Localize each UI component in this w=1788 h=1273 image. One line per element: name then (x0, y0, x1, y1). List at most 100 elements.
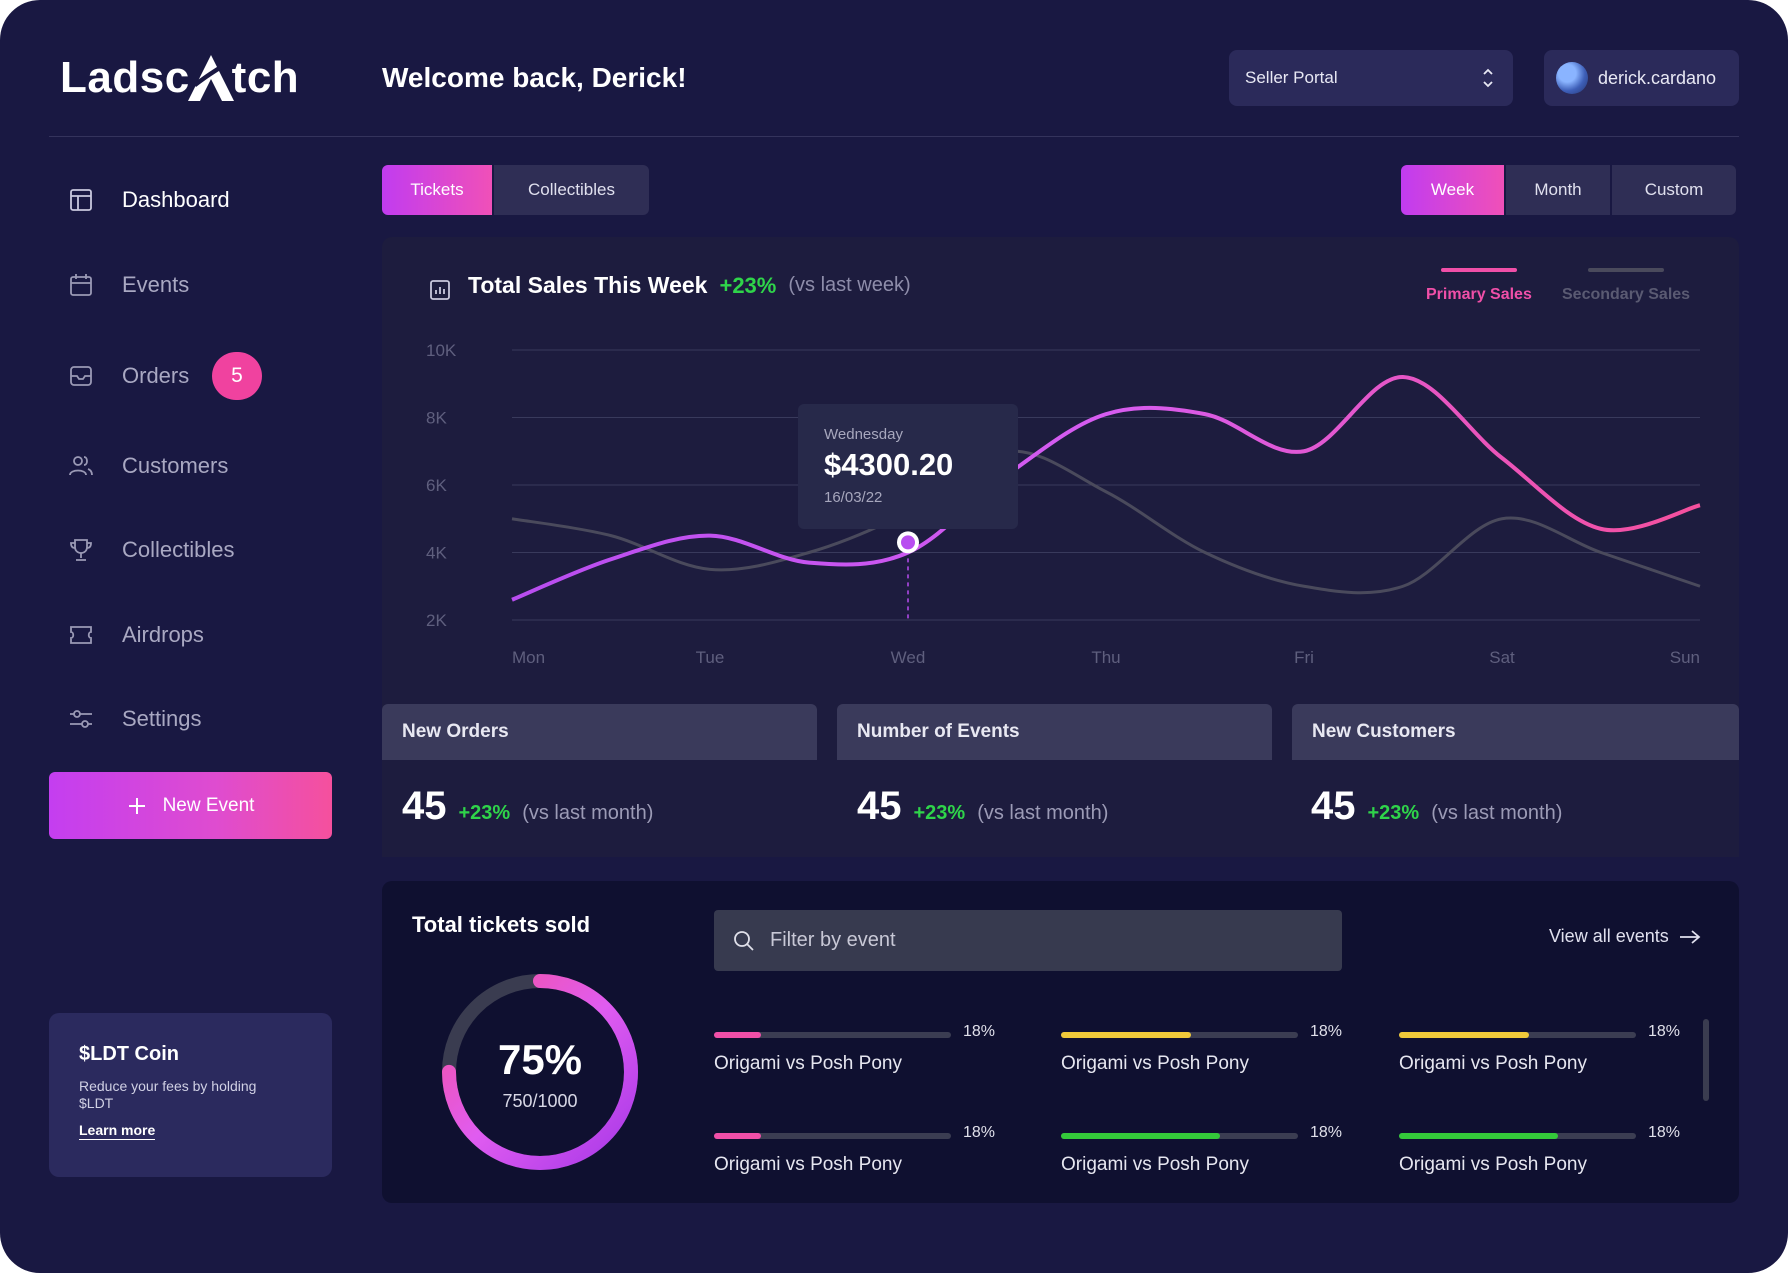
stat-number: 45 (402, 784, 447, 828)
sales-line-chart[interactable]: 10K 8K 6K 4K 2K Mon Tue Wed Thu Fri Sat Sun (382, 320, 1739, 670)
sidebar-item-dashboard[interactable]: Dashboard (68, 180, 230, 220)
learn-more-link[interactable]: Learn more (79, 1122, 156, 1140)
series-line-secondary-sales[interactable] (511, 449, 1701, 595)
event-progress-percent: 18% (1648, 1124, 1681, 1141)
sidebar-item-orders[interactable]: Orders (68, 356, 189, 396)
brand-logo[interactable]: Ladsc tch (60, 50, 299, 106)
chart-title: Total Sales This Week (468, 272, 708, 298)
chart-tooltip: Wednesday $4300.20 16/03/22 (798, 404, 1018, 529)
sidebar-item-label: Events (122, 272, 190, 297)
legend-swatch-secondary (1588, 268, 1665, 272)
event-progress-item[interactable]: 18% Origami vs Posh Pony (1399, 1124, 1689, 1184)
highlight-point[interactable] (901, 535, 915, 550)
logo-a-icon (187, 55, 234, 101)
layout-icon (70, 189, 92, 211)
range-month[interactable]: Month (1506, 165, 1610, 215)
event-progress-track (714, 1133, 951, 1139)
event-progress-item[interactable]: 18% Origami vs Posh Pony (714, 1124, 1004, 1184)
coin-title: $LDT Coin (79, 1043, 179, 1065)
y-tick-label: 10K (426, 341, 457, 360)
coin-description: Reduce your fees by holding $LDT (79, 1078, 257, 1111)
event-progress-track (1399, 1032, 1636, 1038)
event-progress-fill (1399, 1032, 1530, 1038)
avatar (1556, 62, 1588, 94)
sidebar-item-label: Dashboard (122, 187, 230, 212)
sidebar-item-customers[interactable]: Customers (68, 446, 228, 486)
range-week[interactable]: Week (1401, 165, 1504, 215)
legend-primary[interactable]: Primary Sales (1426, 268, 1532, 304)
filter-by-event[interactable] (714, 910, 1342, 971)
new-event-label: New Event (162, 794, 255, 816)
stat-value-new-orders: 45 +23% (vs last month) (402, 784, 653, 829)
search-icon (734, 930, 754, 951)
event-progress-fill (714, 1133, 762, 1139)
donut-progress (442, 974, 638, 1170)
filter-input[interactable] (770, 929, 1310, 952)
event-progress-item[interactable]: 18% Origami vs Posh Pony (1399, 1023, 1689, 1083)
y-tick-label: 8K (426, 409, 447, 428)
y-tick-label: 2K (426, 611, 447, 630)
tab-collectibles[interactable]: Collectibles (494, 165, 649, 215)
stat-change: +23% (1367, 802, 1420, 824)
event-progress-fill (1061, 1133, 1220, 1139)
x-tick-label: Fri (1294, 648, 1314, 667)
stat-vs: (vs last month) (522, 802, 654, 824)
y-tick-label: 4K (426, 544, 447, 563)
sidebar-item-airdrops[interactable]: Airdrops (68, 615, 204, 655)
portal-select-value: Seller Portal (1245, 68, 1338, 87)
event-progress-item[interactable]: 18% Origami vs Posh Pony (714, 1023, 1004, 1083)
sidebar-item-label: Collectibles (122, 537, 235, 562)
x-tick-label: Sat (1489, 648, 1515, 667)
event-progress-track (1399, 1133, 1636, 1139)
portal-select[interactable]: Seller Portal (1229, 50, 1513, 106)
user-menu[interactable]: derick.cardano (1544, 50, 1739, 106)
header-divider (49, 136, 1739, 137)
sidebar-item-settings[interactable]: Settings (68, 699, 202, 739)
tickets-sold-title: Total tickets sold (412, 912, 591, 937)
event-progress-percent: 18% (1310, 1023, 1343, 1040)
events-scrollbar[interactable] (1703, 1019, 1709, 1101)
orders-count-badge: 5 (212, 352, 262, 400)
calendar-icon (70, 274, 92, 296)
sidebar-item-label: Orders (122, 363, 190, 388)
x-tick-label: Sun (1670, 648, 1700, 667)
sidebar-item-events[interactable]: Events (68, 265, 189, 305)
range-custom[interactable]: Custom (1612, 165, 1736, 215)
chart-title-row: Total Sales This Week +23% (vs last week… (468, 272, 911, 299)
new-event-button[interactable]: New Event (49, 772, 332, 839)
sliders-icon (70, 710, 92, 728)
event-progress-track (1061, 1032, 1298, 1038)
product-tabs: Tickets Collectibles (382, 165, 649, 215)
event-progress-fill (1061, 1032, 1192, 1038)
y-tick-label: 6K (426, 476, 447, 495)
legend-label-secondary: Secondary Sales (1562, 286, 1691, 303)
event-progress-item[interactable]: 18% Origami vs Posh Pony (1061, 1023, 1351, 1083)
stat-value-new-customers: 45 +23% (vs last month) (1311, 784, 1562, 829)
legend-secondary[interactable]: Secondary Sales (1562, 268, 1690, 304)
event-progress-track (714, 1032, 951, 1038)
username: derick.cardano (1598, 67, 1717, 88)
event-progress-item[interactable]: 18% Origami vs Posh Pony (1061, 1124, 1351, 1184)
logo-text-right: tch (231, 53, 300, 102)
sidebar-item-label: Airdrops (122, 622, 204, 647)
x-tick-label: Wed (891, 648, 926, 667)
legend-label-primary: Primary Sales (1426, 286, 1532, 303)
event-name: Origami vs Posh Pony (1061, 1053, 1249, 1074)
tab-tickets[interactable]: Tickets (382, 165, 492, 215)
x-tick-label: Thu (1091, 648, 1120, 667)
tooltip-date: 16/03/22 (824, 489, 883, 506)
plus-icon (128, 797, 145, 814)
arrow-right-icon (1679, 929, 1701, 944)
view-all-events-link[interactable]: View all events (1549, 926, 1701, 947)
series-line-primary-sales[interactable] (511, 374, 1701, 602)
event-progress-fill (714, 1032, 762, 1038)
chart-vs: (vs last week) (788, 274, 911, 296)
event-name: Origami vs Posh Pony (1399, 1053, 1587, 1074)
tickets-donut-chart (442, 974, 638, 1170)
stat-number: 45 (1311, 784, 1356, 828)
sidebar-item-collectibles[interactable]: Collectibles (68, 530, 235, 570)
x-tick-label: Tue (696, 648, 725, 667)
stat-card-number-of-events: Number of Events (837, 704, 1272, 760)
inbox-icon (70, 366, 92, 386)
donut-percent: 75% (497, 1036, 583, 1083)
